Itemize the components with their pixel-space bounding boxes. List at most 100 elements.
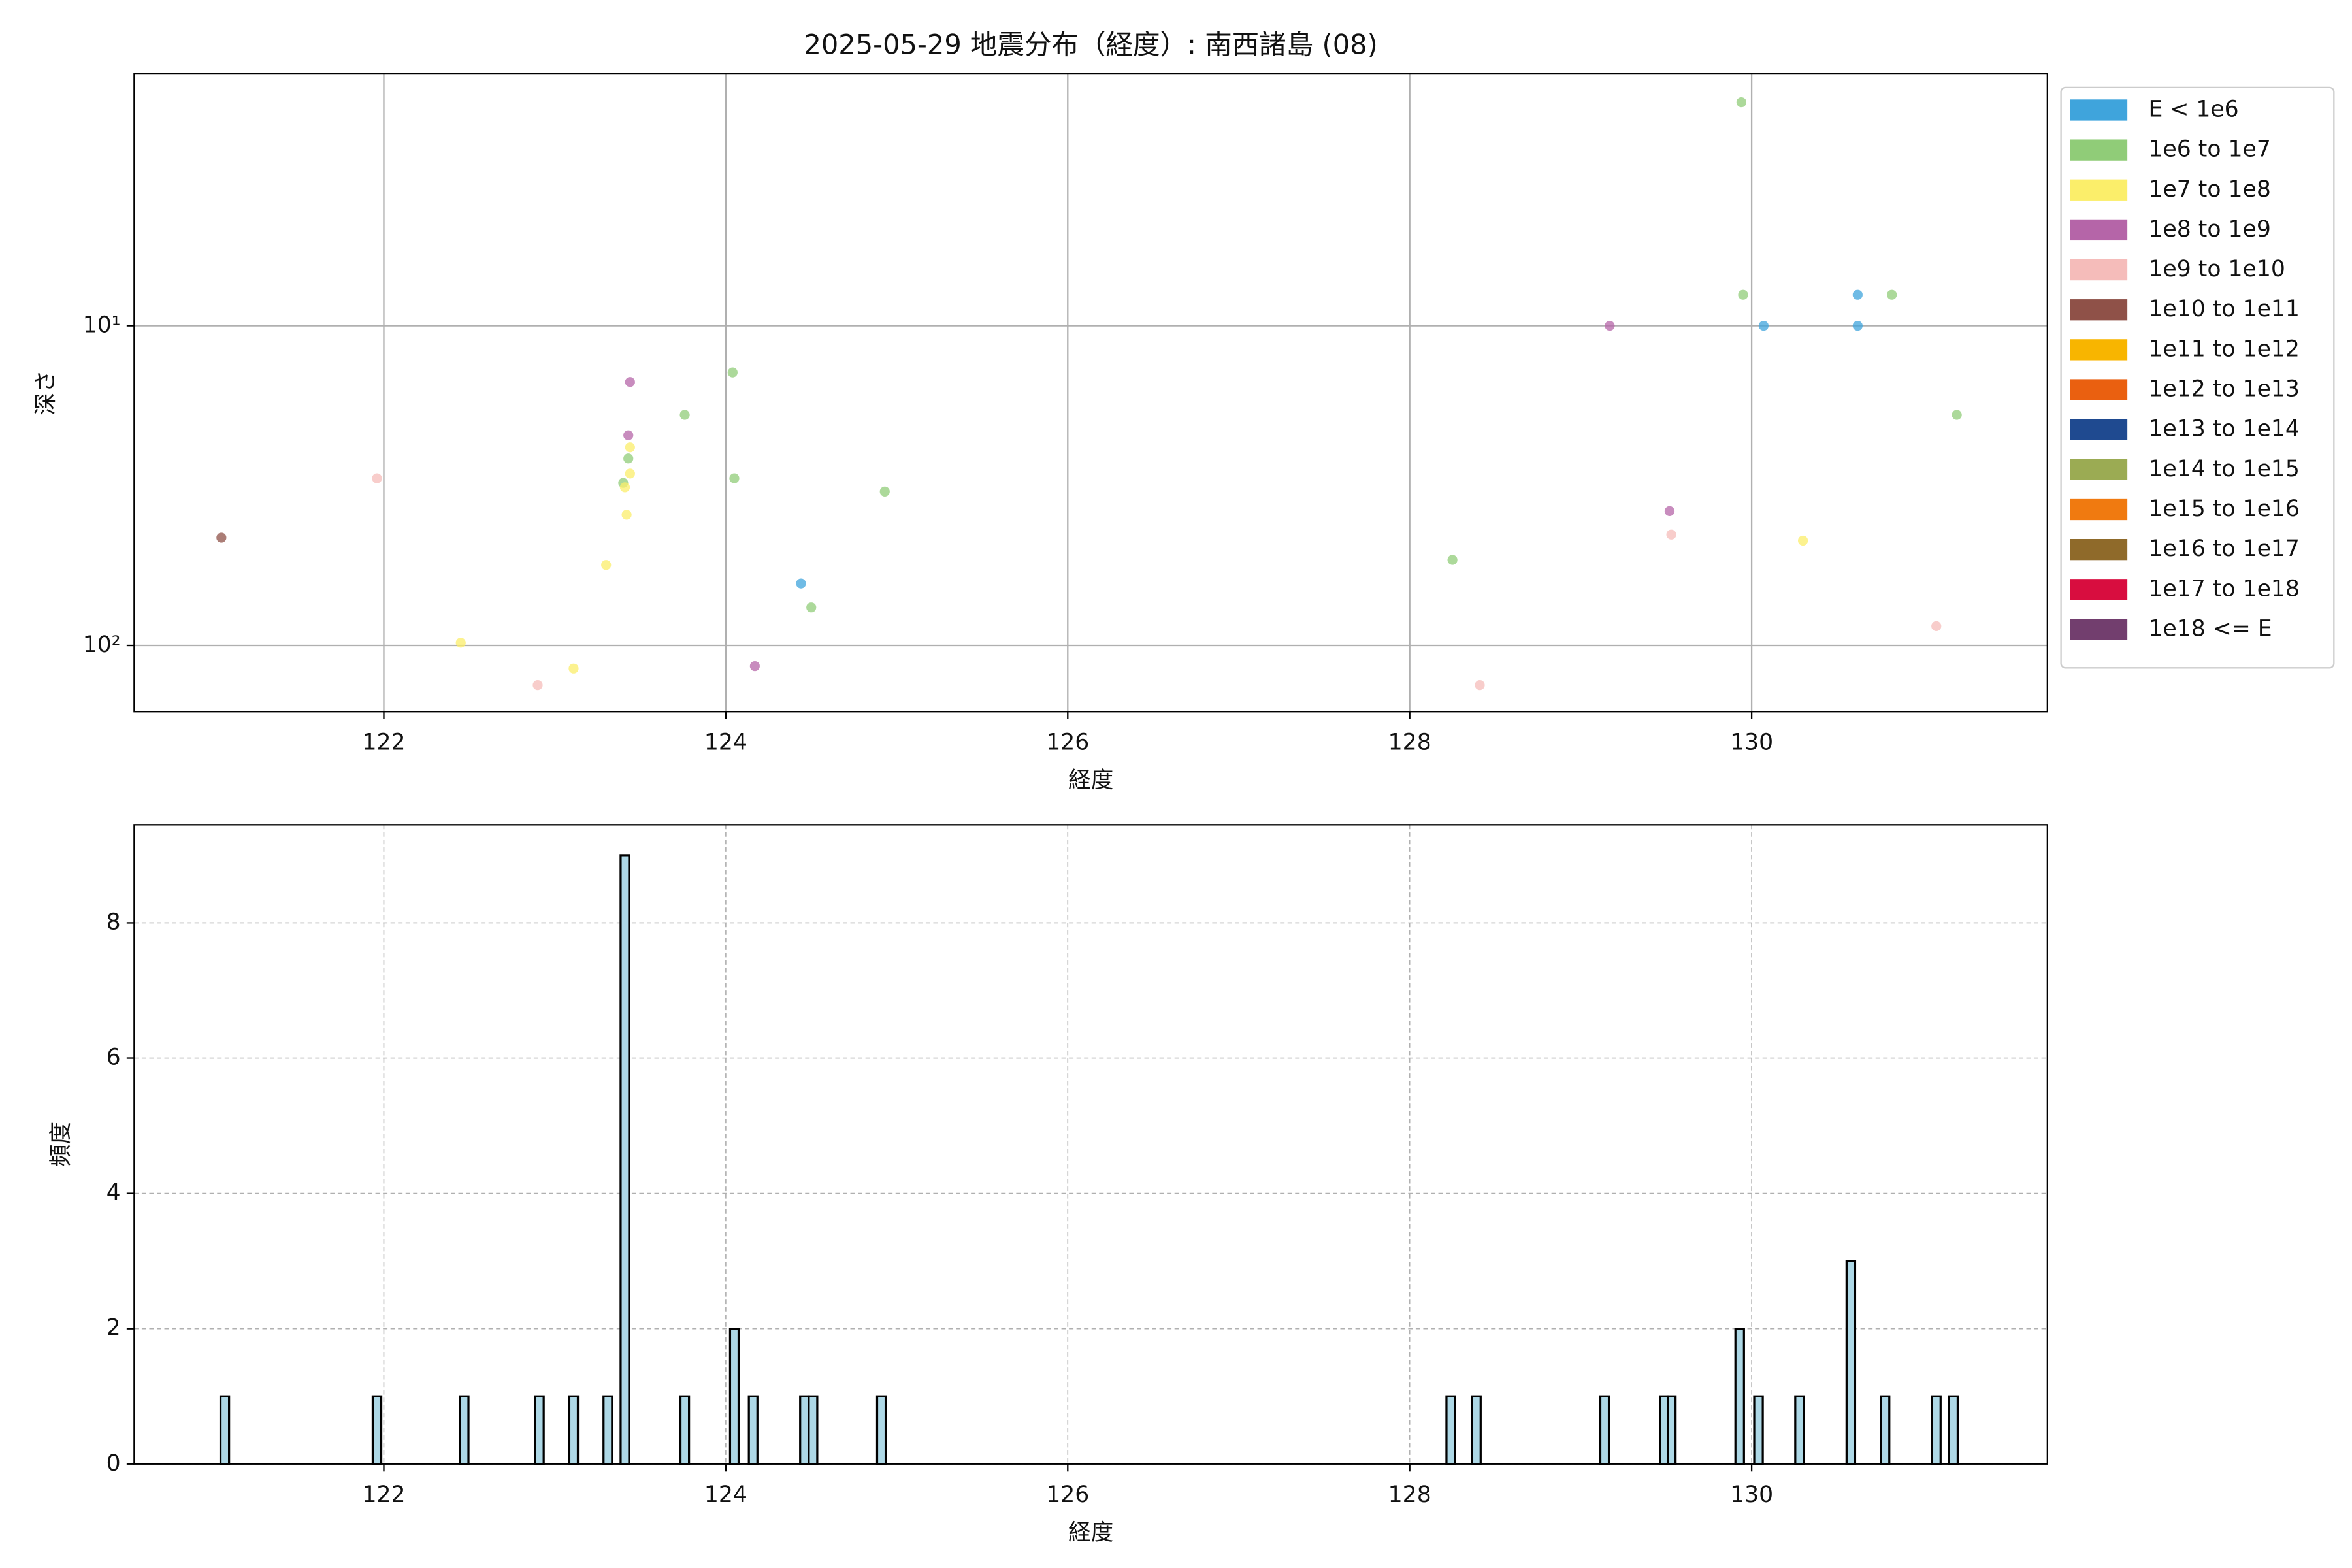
data-point — [1605, 321, 1615, 331]
x-tick-label: 130 — [1730, 1482, 1773, 1508]
data-point — [879, 486, 890, 497]
x-tick-label: 126 — [1046, 1482, 1089, 1508]
histogram-bar — [1659, 1395, 1669, 1465]
legend-swatch — [2070, 339, 2128, 361]
y-tick-label: 6 — [106, 1045, 121, 1071]
legend-label: 1e18 <= E — [2148, 615, 2272, 642]
y-tick-label: 2 — [106, 1315, 121, 1341]
legend-label: 1e13 to 1e14 — [2148, 416, 2299, 442]
data-point — [1447, 555, 1458, 565]
x-tick-label: 124 — [704, 730, 747, 756]
legend-label: 1e9 to 1e10 — [2148, 256, 2285, 282]
y-axis-label: 頻度 — [48, 1122, 74, 1167]
data-point — [679, 410, 690, 420]
y-tick-label: 4 — [106, 1180, 121, 1206]
data-point — [455, 638, 466, 648]
legend-swatch — [2070, 379, 2128, 400]
x-tick-label: 128 — [1388, 1482, 1431, 1508]
legend-label: 1e14 to 1e15 — [2148, 456, 2299, 482]
histogram-bar — [602, 1395, 613, 1465]
legend-swatch — [2070, 579, 2128, 600]
histogram-bar — [619, 854, 630, 1465]
histogram-bar — [1794, 1395, 1805, 1465]
histogram-bar — [728, 1328, 740, 1465]
legend-label: E < 1e6 — [2148, 96, 2238, 122]
histogram-bar — [1948, 1395, 1959, 1465]
histogram-bar — [1845, 1260, 1857, 1465]
y-axis-label: 深さ — [33, 370, 59, 416]
histogram-bar — [1931, 1395, 1942, 1465]
histogram-bar — [1880, 1395, 1891, 1465]
y-tick-label: 10¹ — [83, 312, 121, 338]
plot-frame — [133, 824, 2048, 1465]
data-point — [1797, 535, 1808, 546]
data-point — [623, 453, 634, 464]
data-point — [729, 473, 740, 483]
legend-label: 1e12 to 1e13 — [2148, 376, 2299, 402]
legend-label: 1e10 to 1e11 — [2148, 296, 2299, 322]
data-point — [749, 661, 760, 672]
x-tick-label: 122 — [362, 1482, 405, 1508]
legend-swatch — [2070, 419, 2128, 440]
data-point — [568, 663, 579, 674]
data-point — [601, 560, 612, 570]
data-point — [1852, 321, 1863, 331]
x-tick-label: 126 — [1046, 730, 1089, 756]
x-tick-label: 122 — [362, 730, 405, 756]
data-point — [621, 510, 632, 520]
data-point — [1736, 97, 1747, 108]
data-point — [216, 532, 227, 543]
legend-swatch — [2070, 259, 2128, 281]
data-point — [1666, 529, 1676, 540]
x-tick-label: 128 — [1388, 730, 1431, 756]
legend-label: 1e8 to 1e9 — [2148, 216, 2270, 242]
legend-label: 1e11 to 1e12 — [2148, 336, 2299, 362]
x-tick-label: 130 — [1730, 730, 1773, 756]
legend-box — [2060, 86, 2335, 669]
data-point — [1664, 506, 1675, 516]
legend-label: 1e6 to 1e7 — [2148, 137, 2270, 163]
data-point — [1931, 621, 1942, 632]
legend-label: 1e17 to 1e18 — [2148, 576, 2299, 602]
data-point — [532, 680, 543, 691]
histogram-bar — [799, 1395, 810, 1465]
data-point — [625, 468, 635, 479]
histogram-bar — [679, 1395, 691, 1465]
data-point — [1475, 680, 1485, 691]
legend-swatch — [2070, 498, 2128, 521]
histogram-bar — [875, 1395, 887, 1465]
y-tick-label: 8 — [106, 909, 121, 935]
x-axis-label: 経度 — [1068, 767, 1113, 793]
legend-swatch — [2070, 179, 2128, 201]
data-point — [1758, 321, 1769, 331]
legend-swatch — [2070, 619, 2128, 640]
legend-swatch — [2070, 299, 2128, 321]
x-axis-label: 経度 — [1068, 1520, 1113, 1546]
legend-swatch — [2070, 99, 2128, 121]
histogram-bar — [371, 1395, 383, 1465]
data-point — [623, 430, 634, 440]
histogram-bar — [219, 1395, 231, 1465]
data-point — [796, 578, 806, 589]
histogram-bar — [1599, 1395, 1610, 1465]
histogram-bar — [534, 1395, 545, 1465]
data-point — [727, 367, 738, 378]
histogram-bar — [1471, 1395, 1482, 1465]
data-point — [806, 602, 817, 613]
data-point — [625, 442, 635, 453]
histogram-bar — [1667, 1395, 1677, 1465]
legend-label: 1e7 to 1e8 — [2148, 176, 2270, 203]
histogram-bar — [1753, 1395, 1764, 1465]
legend-label: 1e15 to 1e16 — [2148, 496, 2299, 522]
data-point — [1852, 289, 1863, 300]
x-tick-label: 124 — [704, 1482, 747, 1508]
histogram-bar — [808, 1395, 819, 1465]
data-point — [619, 482, 630, 493]
data-point — [1952, 410, 1962, 420]
legend-swatch — [2070, 459, 2128, 480]
data-point — [372, 473, 382, 483]
chart-title: 2025-05-29 地震分布（経度）: 南西諸島 (08) — [804, 29, 1377, 61]
data-point — [1887, 289, 1897, 300]
histogram-bar — [1445, 1395, 1456, 1465]
